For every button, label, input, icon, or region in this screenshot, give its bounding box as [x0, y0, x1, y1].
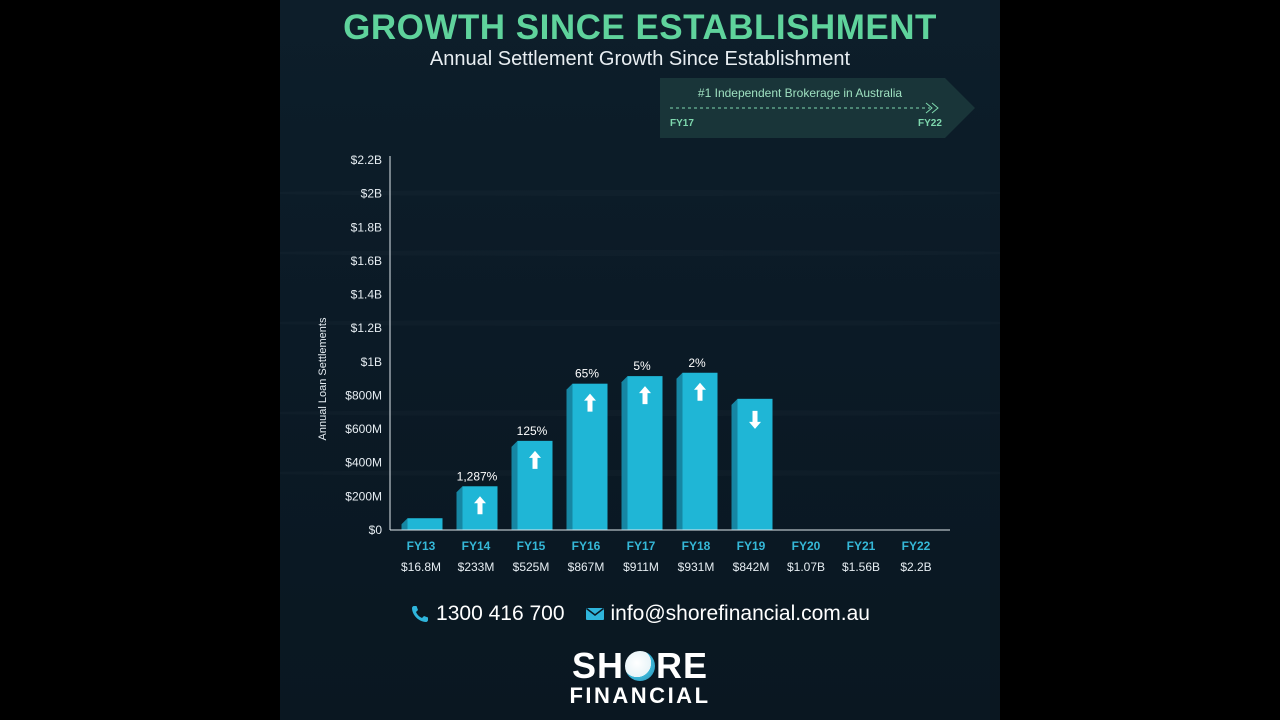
- settlement-bar-chart: $0 $200M $400M $600M $800M $1B $1.2B $1.4B $1.6B…: [317, 153, 950, 574]
- growth-label: 65%: [575, 367, 599, 381]
- growth-label: 2%: [688, 356, 706, 370]
- x-value-label: $1.56B: [842, 560, 880, 574]
- bar: [407, 518, 443, 530]
- x-category-label: FY22: [902, 539, 931, 553]
- y-tick-label: $1.2B: [351, 321, 382, 335]
- y-tick-label: $400M: [345, 456, 382, 470]
- y-tick-label: $2B: [361, 187, 382, 201]
- bar-side: [731, 398, 738, 530]
- logo-wave-icon: [625, 651, 655, 681]
- phone-icon: [412, 606, 429, 622]
- x-category-label: FY14: [462, 539, 491, 553]
- y-tick-label: $600M: [345, 422, 382, 436]
- phone-contact[interactable]: 1300 416 700: [410, 602, 565, 626]
- bar-side: [566, 383, 573, 530]
- arrow-up-icon: [474, 496, 486, 515]
- x-category-label: FY15: [517, 539, 546, 553]
- logo-subtext: FINANCIAL: [569, 683, 711, 708]
- y-tick-label: $0: [369, 523, 383, 537]
- arrow-up-icon: [694, 382, 706, 401]
- email-icon: [585, 607, 604, 620]
- y-tick-label: $200M: [345, 489, 382, 503]
- banner-start-label: FY17: [670, 118, 694, 129]
- bar-side: [621, 376, 628, 530]
- y-tick-label: $1.6B: [351, 254, 382, 268]
- logo-text-end: RE: [656, 645, 709, 686]
- x-value-label: $1.07B: [787, 560, 825, 574]
- y-tick-label: $1B: [361, 355, 382, 369]
- x-category-label: FY20: [792, 539, 821, 553]
- y-axis: $0 $200M $400M $600M $800M $1B $1.2B $1.4B $1.6B…: [317, 153, 391, 537]
- arrow-up-icon: [529, 450, 541, 469]
- email-contact[interactable]: info@shorefinancial.com.au: [585, 602, 870, 626]
- x-value-label: $867M: [568, 560, 605, 574]
- arrow-up-icon: [639, 386, 651, 405]
- bar-side: [676, 372, 683, 530]
- x-category-label: FY17: [627, 539, 656, 553]
- infographic-panel: GROWTH SINCE ESTABLISHMENT Annual Settle…: [280, 0, 1000, 720]
- arrow-up-icon: [584, 393, 596, 412]
- x-value-label: $525M: [513, 560, 550, 574]
- bars: 1,287% 125% 65% 5% 2%: [401, 356, 773, 530]
- banner-arrow-shape: [660, 78, 975, 138]
- y-tick-label: $2.2B: [351, 153, 382, 167]
- bar-side: [511, 440, 518, 530]
- x-value-label: $931M: [678, 560, 715, 574]
- page-title: GROWTH SINCE ESTABLISHMENT: [343, 8, 937, 47]
- banner-end-label: FY22: [918, 118, 942, 129]
- contact-bar: 1300 416 700 info@shorefinancial.com.au: [280, 597, 1000, 631]
- banner-label: #1 Independent Brokerage in Australia: [697, 86, 903, 100]
- email-address: info@shorefinancial.com.au: [610, 602, 870, 625]
- x-category-label: FY13: [407, 539, 436, 553]
- ranking-banner: #1 Independent Brokerage in Australia FY…: [660, 78, 975, 138]
- y-tick-label: $1.8B: [351, 220, 382, 234]
- y-tick-label: $800M: [345, 388, 382, 402]
- x-value-label: $233M: [458, 560, 495, 574]
- growth-label: 125%: [517, 424, 548, 438]
- x-value-label: $2.2B: [900, 560, 931, 574]
- x-category-label: FY19: [737, 539, 766, 553]
- shore-financial-logo: SH RE FINANCIAL: [280, 648, 1000, 708]
- x-value-label: $911M: [623, 560, 659, 574]
- arrow-down-icon: [749, 410, 761, 429]
- logo-wordmark: SH RE: [280, 648, 1000, 684]
- y-tick-label: $1.4B: [351, 288, 382, 302]
- x-axis: FY13 $16.8M FY14 $233M FY15 $525M FY16 $867M FY1…: [390, 529, 950, 574]
- page-subtitle: Annual Settlement Growth Since Establish…: [429, 48, 851, 70]
- bar-side: [401, 518, 408, 530]
- phone-number: 1300 416 700: [436, 602, 565, 625]
- x-category-label: FY16: [572, 539, 601, 553]
- x-category-label: FY21: [847, 539, 876, 553]
- y-axis-title: Annual Loan Settlements: [317, 317, 329, 440]
- logo-text-start: SH: [571, 645, 624, 686]
- x-category-label: FY18: [682, 539, 711, 553]
- x-value-label: $16.8M: [401, 560, 441, 574]
- bar-side: [456, 486, 463, 530]
- growth-label: 1,287%: [457, 469, 498, 483]
- growth-label: 5%: [633, 359, 651, 373]
- x-value-label: $842M: [733, 560, 770, 574]
